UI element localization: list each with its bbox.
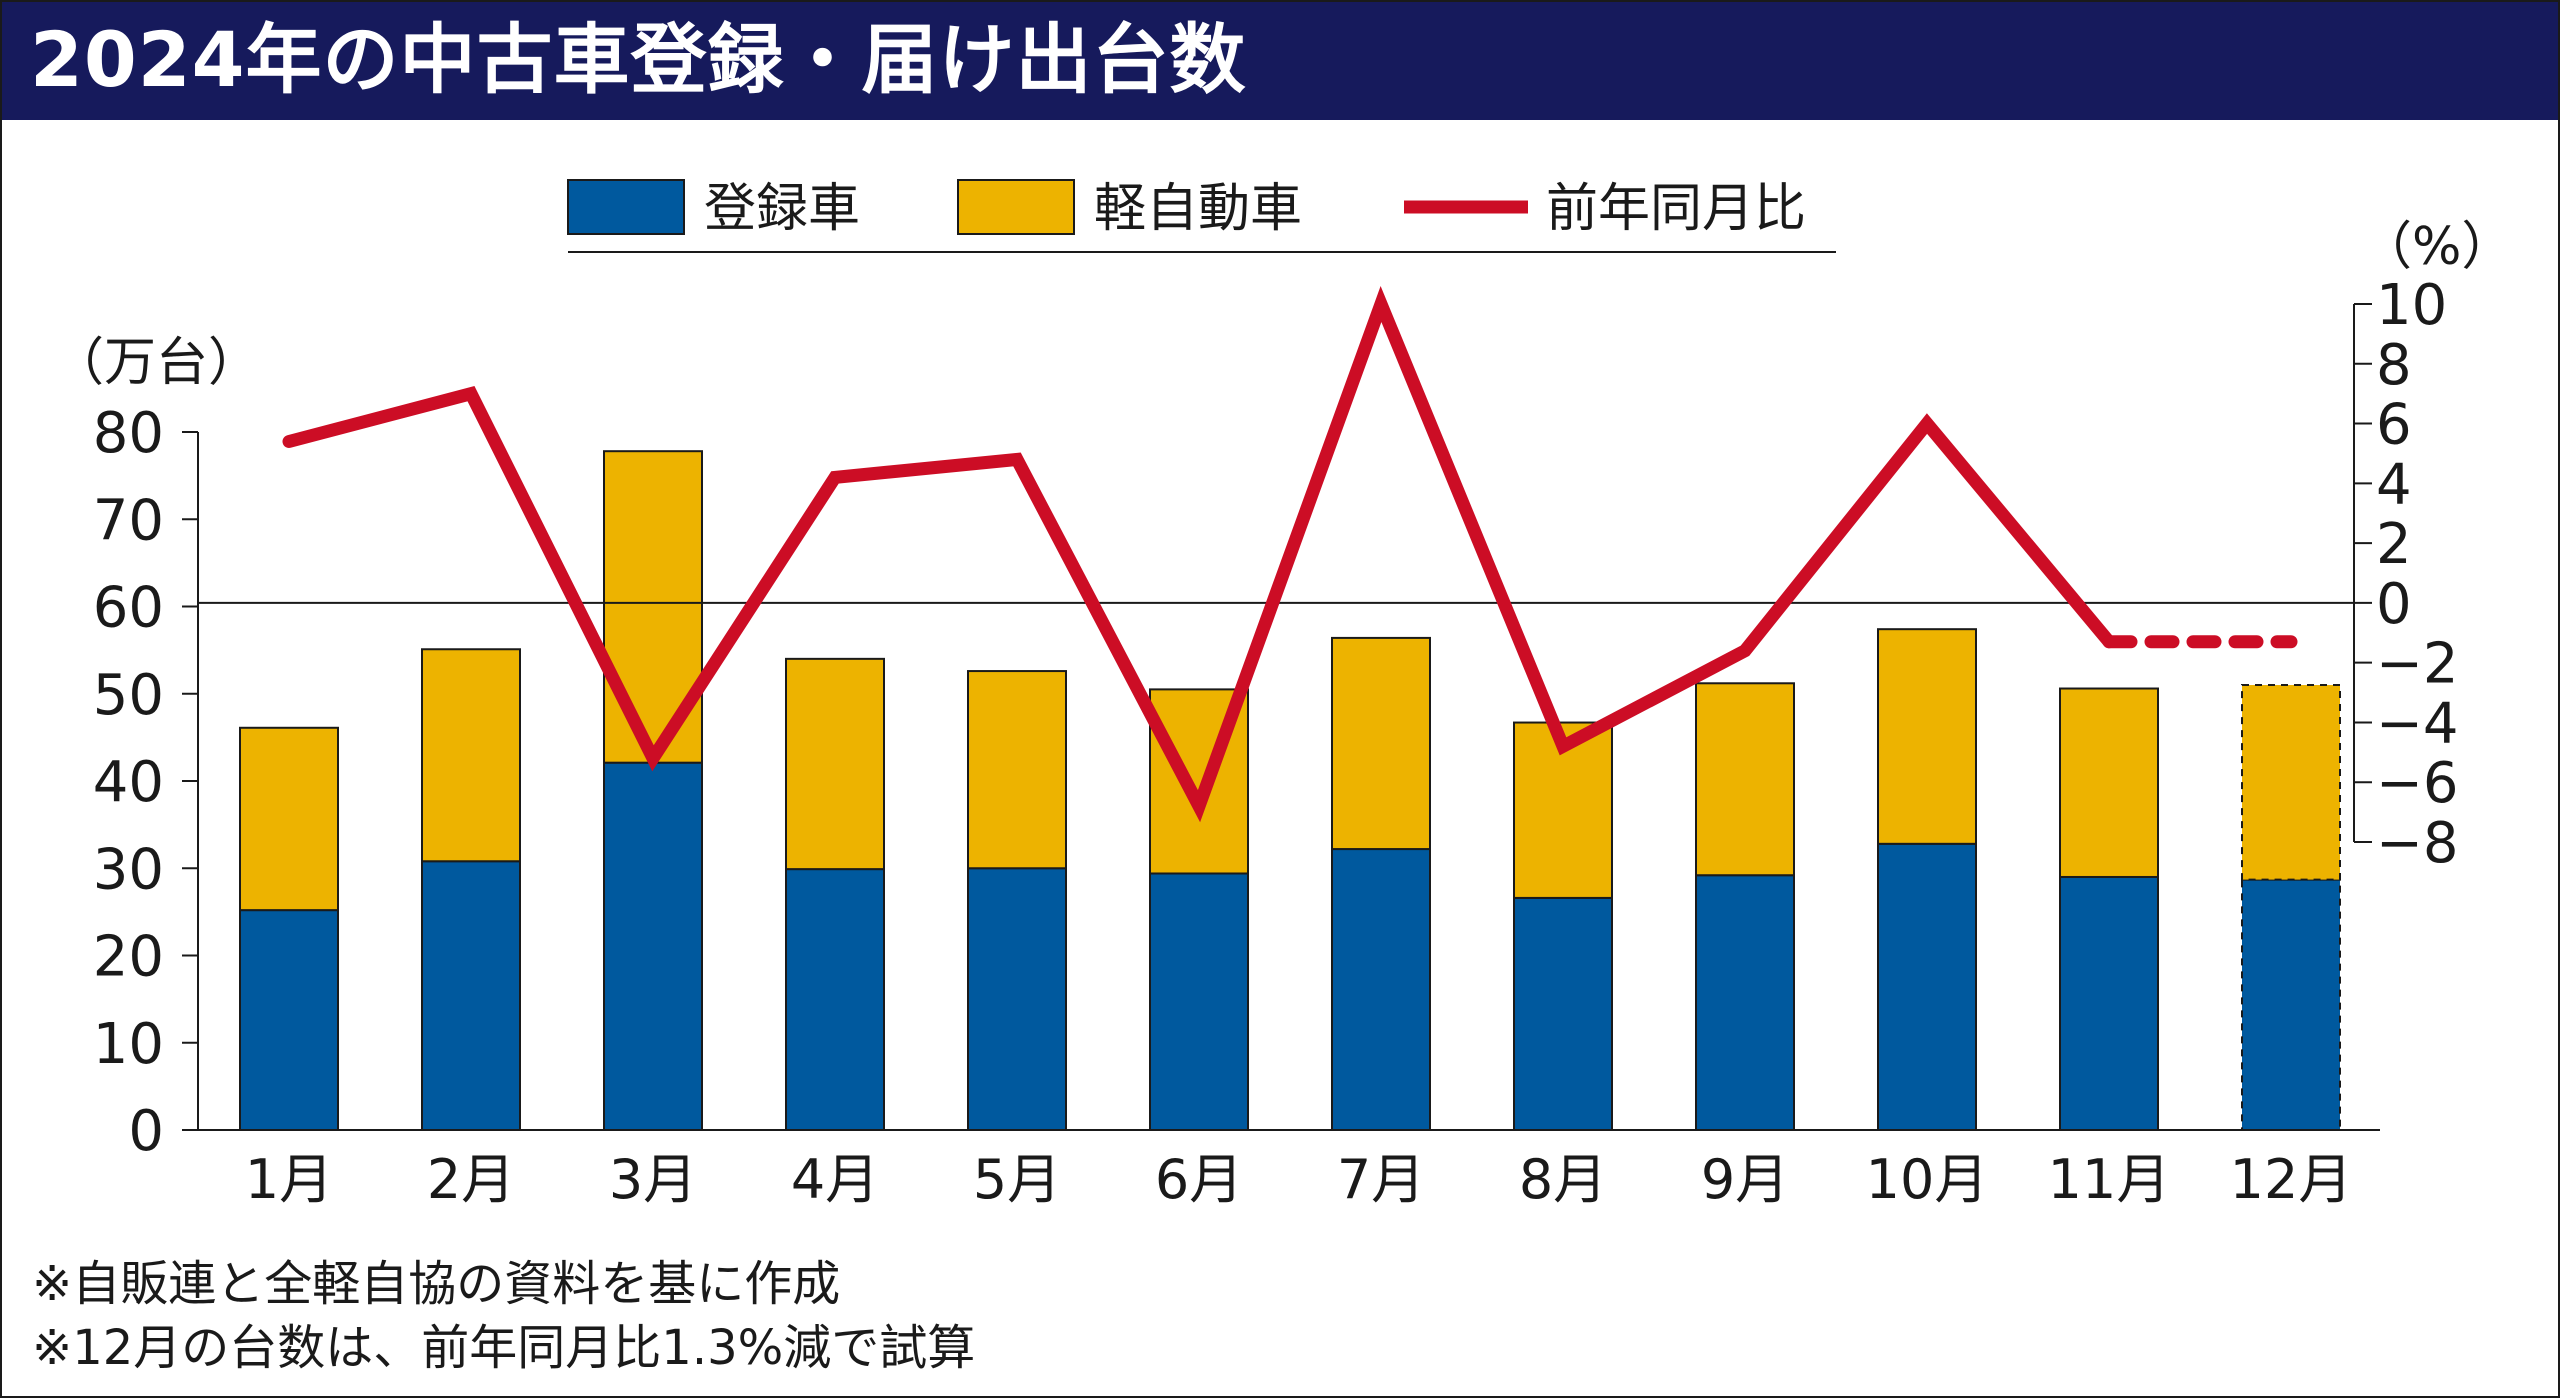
bar-kei-11 xyxy=(2059,687,2159,878)
x-label-12: 12月 xyxy=(2230,1148,2353,1211)
x-label-7: 7月 xyxy=(1337,1148,1425,1211)
bar-kei-4 xyxy=(785,657,885,871)
bar-registered-4 xyxy=(785,868,885,1131)
bar-registered-3 xyxy=(603,761,703,1131)
legend-label-registered: 登録車 xyxy=(704,179,860,239)
bar-registered-12 xyxy=(2241,878,2341,1132)
bar-kei-7 xyxy=(1331,636,1431,851)
x-label-4: 4月 xyxy=(791,1148,879,1211)
left-tick-label-20: 20 xyxy=(93,925,164,990)
x-label-6: 6月 xyxy=(1155,1148,1243,1211)
left-tick-label-10: 10 xyxy=(93,1012,164,1077)
bar-registered-10 xyxy=(1877,842,1977,1131)
left-tick-label-70: 70 xyxy=(93,488,164,553)
left-tick-label-40: 40 xyxy=(93,750,164,815)
bar-kei-2 xyxy=(421,648,521,863)
right-tick-label-6: 6 xyxy=(2376,393,2412,458)
bar-kei-9 xyxy=(1695,682,1795,877)
legend: 登録車 軽自動車 前年同月比 xyxy=(567,179,1836,253)
bar-kei-5 xyxy=(967,670,1067,870)
bar-registered-6 xyxy=(1149,872,1249,1131)
source-note: ※自販連と全軽自協の資料を基に作成 xyxy=(32,1256,841,1312)
x-label-11: 11月 xyxy=(2048,1148,2171,1211)
bar-registered-9 xyxy=(1695,874,1795,1131)
title-bar: 2024年の中古車登録・届け出台数 xyxy=(2,2,2558,120)
x-label-10: 10月 xyxy=(1866,1148,1989,1211)
legend-label-kei: 軽自動車 xyxy=(1094,179,1302,239)
x-label-2: 2月 xyxy=(427,1148,515,1211)
bars-layer xyxy=(239,450,2341,1132)
right-tick-label-0: 0 xyxy=(2376,572,2412,637)
yoy-line-layer xyxy=(282,285,2298,823)
x-label-5: 5月 xyxy=(973,1148,1061,1211)
x-label-8: 8月 xyxy=(1519,1148,1607,1211)
left-tick-label-50: 50 xyxy=(93,663,164,728)
right-tick-label--2: −2 xyxy=(2376,632,2459,697)
right-tick-label--4: −4 xyxy=(2376,691,2459,756)
bar-kei-12 xyxy=(2241,684,2341,881)
right-tick-label--8: −8 xyxy=(2376,811,2459,876)
bar-kei-10 xyxy=(1877,628,1977,845)
bar-registered-5 xyxy=(967,867,1067,1131)
legend-swatch-kei xyxy=(957,179,1075,235)
left-tick-label-80: 80 xyxy=(93,401,164,466)
left-tick-label-0: 0 xyxy=(128,1099,164,1164)
right-tick-label-8: 8 xyxy=(2376,333,2412,398)
x-label-3: 3月 xyxy=(609,1148,697,1211)
left-tick-label-30: 30 xyxy=(93,837,164,902)
right-tick-label-2: 2 xyxy=(2376,512,2412,577)
right-axis-label: （%） xyxy=(2360,217,2513,277)
estimate-note: ※12月の台数は、前年同月比1.3%減で試算 xyxy=(32,1320,976,1376)
bar-registered-8 xyxy=(1513,896,1613,1131)
legend-swatch-registered xyxy=(567,179,685,235)
right-tick-label--6: −6 xyxy=(2376,751,2459,816)
left-tick-label-60: 60 xyxy=(93,576,164,641)
left-axis-label: （万台） xyxy=(52,333,260,393)
chart-title: 2024年の中古車登録・届け出台数 xyxy=(30,15,1247,104)
legend-label-yoy: 前年同月比 xyxy=(1546,179,1806,239)
bar-registered-2 xyxy=(421,860,521,1132)
bar-registered-1 xyxy=(239,909,339,1131)
right-tick-label-10: 10 xyxy=(2376,273,2447,338)
x-label-9: 9月 xyxy=(1701,1148,1789,1211)
bar-registered-7 xyxy=(1331,848,1431,1131)
right-tick-label-4: 4 xyxy=(2376,452,2412,517)
bar-registered-11 xyxy=(2059,875,2159,1131)
x-label-1: 1月 xyxy=(245,1148,333,1211)
bar-kei-1 xyxy=(239,726,339,912)
